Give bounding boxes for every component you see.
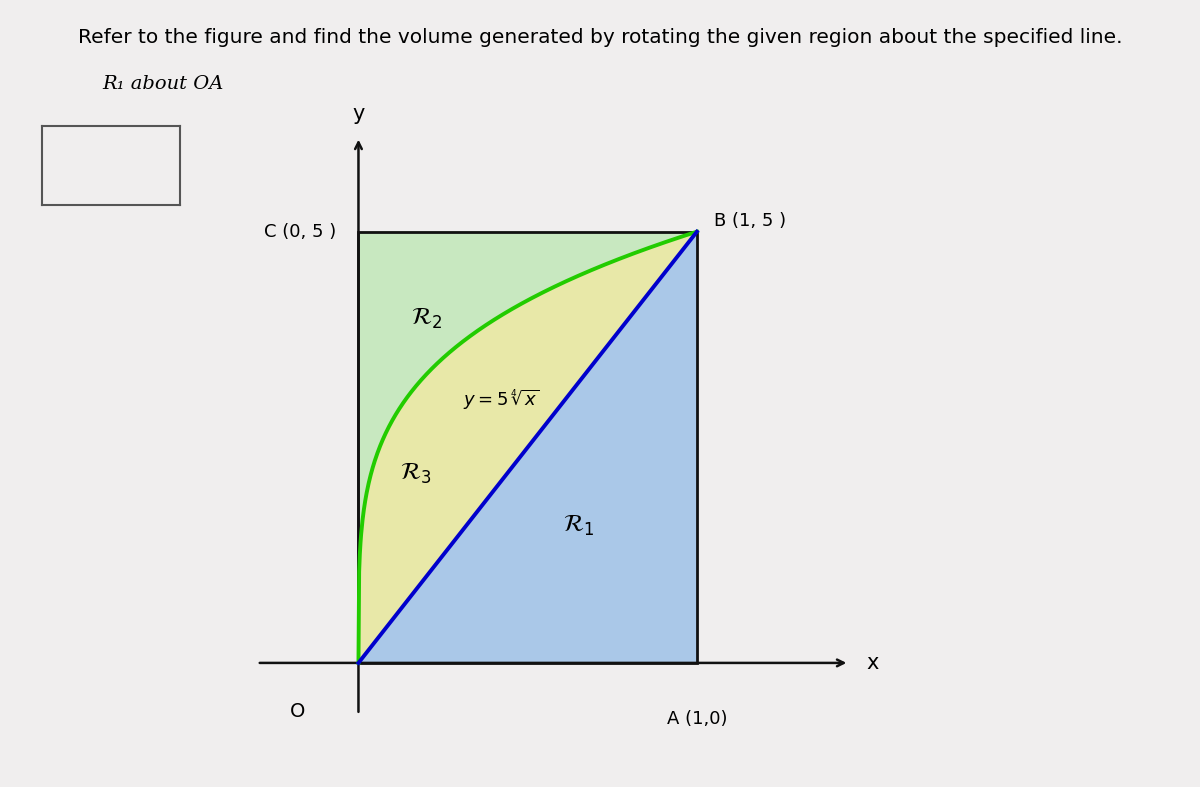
Text: $\mathcal{R}_3$: $\mathcal{R}_3$	[401, 460, 432, 486]
Text: x: x	[866, 653, 878, 673]
Text: $\mathcal{R}_1$: $\mathcal{R}_1$	[563, 512, 594, 538]
Text: $\mathcal{R}_2$: $\mathcal{R}_2$	[410, 305, 442, 331]
Text: B (1, 5 ): B (1, 5 )	[714, 212, 786, 231]
Text: y: y	[353, 104, 365, 124]
Polygon shape	[359, 231, 697, 663]
Text: $y = 5\,\sqrt[4]{x}$: $y = 5\,\sqrt[4]{x}$	[462, 388, 539, 412]
Polygon shape	[359, 231, 697, 663]
Polygon shape	[359, 231, 697, 663]
Text: O: O	[290, 702, 305, 721]
Text: A (1,0): A (1,0)	[667, 711, 727, 728]
Text: R₁ about OA: R₁ about OA	[102, 75, 223, 93]
Text: C (0, 5 ): C (0, 5 )	[264, 223, 336, 241]
Polygon shape	[359, 231, 697, 663]
Text: Refer to the figure and find the volume generated by rotating the given region a: Refer to the figure and find the volume …	[78, 28, 1122, 46]
